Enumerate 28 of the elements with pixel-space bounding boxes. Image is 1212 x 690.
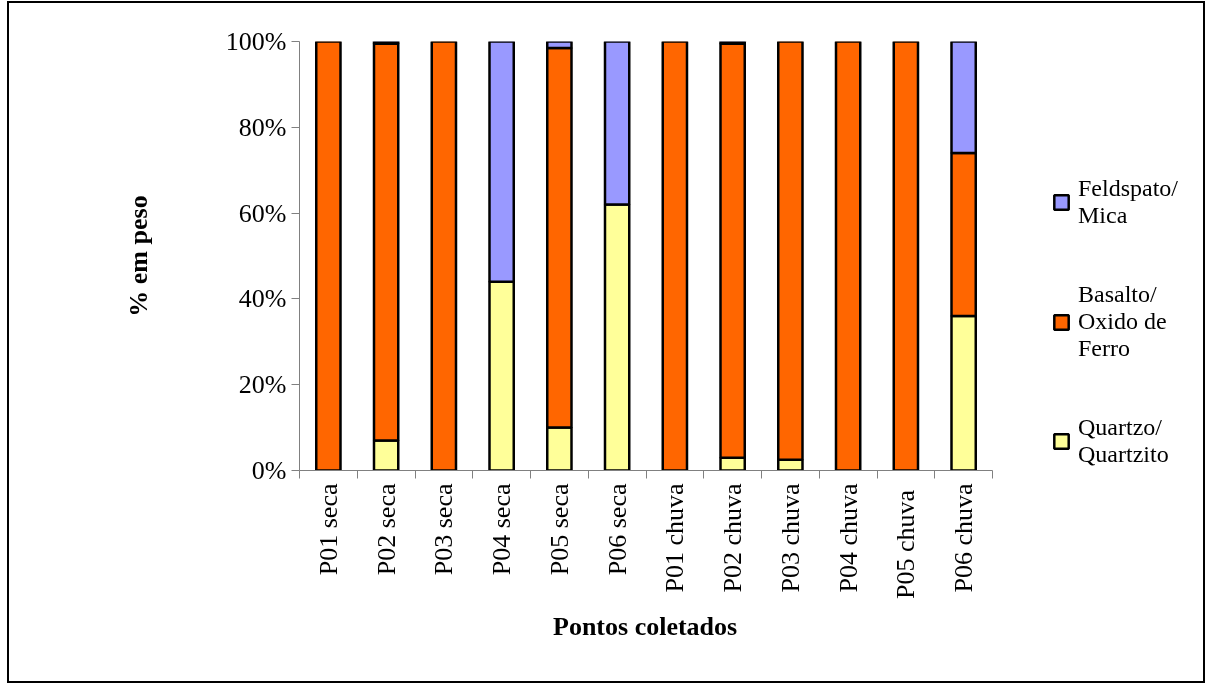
y-axis-title: % em peso	[123, 195, 153, 317]
x-tick-label: P02 chuva	[718, 483, 748, 593]
y-tick-label: 20%	[238, 370, 287, 400]
x-tick-label: P06 seca	[602, 483, 632, 576]
x-tick-label: P05 seca	[544, 483, 574, 576]
x-tick-label: P05 chuva	[891, 489, 921, 600]
y-tick-label: 0%	[251, 456, 287, 485]
legend-label: Feldspato/ Mica	[1078, 175, 1178, 229]
y-tick-label: 60%	[238, 198, 287, 228]
bar	[834, 41, 862, 471]
x-tick-label: P04 seca	[487, 483, 517, 576]
bar	[430, 41, 458, 471]
x-tick-label: P04 chuva	[833, 483, 863, 593]
x-tick-label: P01 chuva	[660, 483, 690, 593]
legend-label: Quartzo/ Quartzito	[1078, 414, 1169, 468]
bar	[892, 41, 920, 471]
y-tick-label: 100%	[225, 27, 287, 56]
x-tick-label: P06 chuva	[949, 483, 979, 593]
bar	[661, 41, 689, 471]
y-tick-label: 80%	[238, 112, 287, 142]
bar	[315, 41, 342, 471]
x-tick-label: P02 seca	[371, 483, 401, 576]
x-tick-label: P03 chuva	[775, 483, 805, 593]
x-tick-label: P03 seca	[429, 483, 459, 576]
y-tick-label: 40%	[238, 284, 287, 314]
x-tick-label: P01 seca	[313, 483, 343, 576]
x-axis-title: Pontos coletados	[553, 611, 738, 641]
legend-label: Basalto/ Oxido de Ferro	[1078, 281, 1167, 362]
